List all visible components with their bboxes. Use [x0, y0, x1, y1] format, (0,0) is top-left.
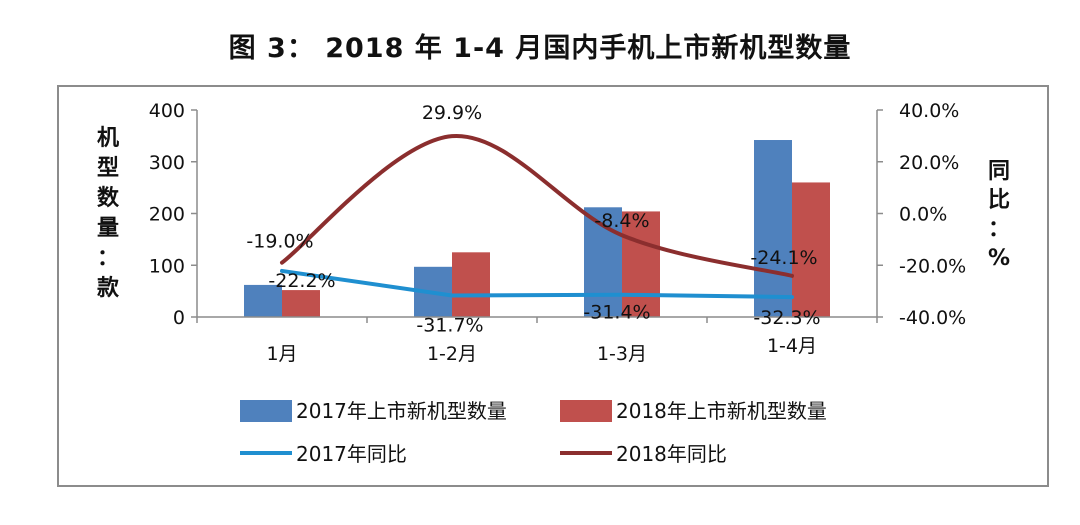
bar-2018-0	[282, 290, 320, 317]
labels-layer: -22.2% -31.7% -31.4% -32.3% -19.0% 29.9% -8.4%…	[246, 102, 820, 336]
legend-label-1: 2018年上市新机型数量	[616, 399, 827, 423]
line-2017-yoy	[280, 268, 794, 300]
bar-2018-2	[622, 211, 660, 317]
bars-layer	[244, 140, 830, 317]
line-2018-yoy	[280, 134, 794, 278]
y-left-tick-label: 100	[149, 255, 185, 277]
lines-layer	[280, 134, 794, 300]
chart-frame	[57, 85, 1049, 487]
y-left-tick-label: 200	[149, 204, 185, 226]
y-right-tick-label: -40.0%	[899, 307, 966, 329]
x-category-label: 1月	[266, 343, 297, 365]
bar-2017-3	[754, 140, 792, 317]
legend-label-2: 2017年同比	[296, 442, 407, 466]
bar-2018-1	[452, 252, 490, 317]
y-left-tick-label: 300	[149, 152, 185, 174]
label-2017-yoy-0: -22.2%	[268, 270, 335, 292]
axis-titles: 机型数量：款 同比：%	[97, 126, 1010, 301]
legend: 2017年上市新机型数量 2018年上市新机型数量 2017年同比 2018年同比	[240, 399, 827, 466]
y-right-tick-label: 40.0%	[899, 100, 959, 122]
label-2018-yoy-1: 29.9%	[422, 102, 482, 124]
y-left-title: 机型数量：款	[97, 126, 120, 301]
x-category-label: 1-3月	[597, 343, 647, 365]
x-category-label: 1-2月	[427, 343, 477, 365]
y-left-tick-label: 400	[149, 100, 185, 122]
y-left-tick-label: 0	[173, 307, 185, 329]
axes-layer: 400 300 200 100 0 40.0% 20.0% 0.0% -20.0% -40.0% 1…	[149, 100, 966, 365]
legend-swatch-1	[560, 400, 612, 422]
label-2017-yoy-1: -31.7%	[416, 315, 483, 337]
bar-2017-0	[244, 284, 282, 317]
y-right-tick-label: -20.0%	[899, 255, 966, 277]
legend-label-3: 2018年同比	[616, 442, 727, 466]
y-right-tick-label: 20.0%	[899, 152, 959, 174]
bar-2018-3	[792, 182, 830, 317]
label-2018-yoy-3: -24.1%	[750, 247, 817, 269]
label-2017-yoy-2: -31.4%	[583, 302, 650, 324]
label-2018-yoy-0: -19.0%	[246, 231, 313, 253]
legend-swatch-0	[240, 400, 292, 422]
page-title: 图 3： 2018 年 1-4 月国内手机上市新机型数量	[228, 33, 852, 64]
y-right-title: 同比：%	[988, 159, 1010, 271]
y-right-tick-label: 0.0%	[899, 204, 947, 226]
legend-label-0: 2017年上市新机型数量	[296, 399, 507, 423]
label-2017-yoy-3: -32.3%	[753, 307, 820, 329]
x-category-label: 1-4月	[767, 335, 817, 357]
label-2018-yoy-2: -8.4%	[594, 210, 649, 232]
